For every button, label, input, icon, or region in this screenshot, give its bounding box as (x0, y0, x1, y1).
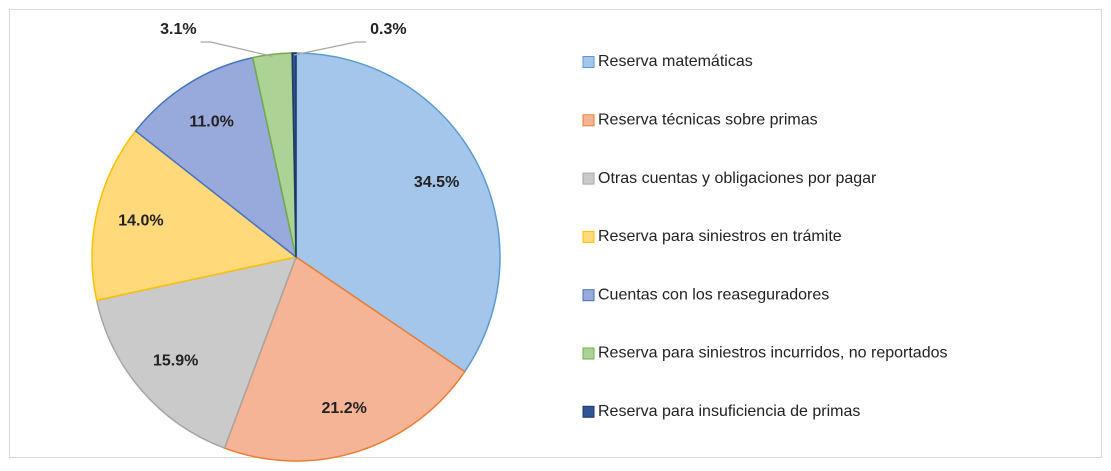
pie-slice (91, 129, 298, 302)
legend-swatch (582, 230, 595, 243)
legend-label: Reserva matemáticas (598, 53, 753, 70)
legend-swatch (582, 172, 595, 185)
pie-slice (134, 56, 298, 259)
legend-swatch (582, 289, 595, 302)
legend-swatch (582, 405, 595, 418)
legend-label: Reserva para siniestros en trámite (598, 228, 842, 245)
legend-label: Otras cuentas y obligaciones por pagar (598, 170, 877, 187)
data-label: 11.0% (189, 113, 233, 130)
legend-label: Cuentas con los reaseguradores (598, 286, 829, 303)
leader-line (293, 41, 367, 56)
legend-label: Reserva para siniestros incurridos, no r… (598, 345, 948, 362)
data-label: 15.9% (153, 352, 198, 369)
legend-label: Reserva para insuficiencia de primas (598, 403, 860, 420)
pie-slice (295, 52, 501, 373)
data-label: 21.2% (322, 400, 367, 417)
legend-swatch (582, 347, 595, 360)
pie-slice (95, 255, 298, 450)
data-label: 0.3% (370, 21, 406, 38)
pie-slice (291, 52, 297, 258)
legend-swatch (582, 56, 595, 68)
legend-swatch (582, 114, 595, 127)
legend-label: Reserva técnicas sobre primas (598, 112, 818, 129)
data-label: 3.1% (160, 21, 196, 38)
data-label: 14.0% (118, 213, 163, 230)
data-label: 34.5% (414, 174, 459, 191)
pie-slice (223, 255, 466, 462)
leader-line (200, 41, 273, 57)
